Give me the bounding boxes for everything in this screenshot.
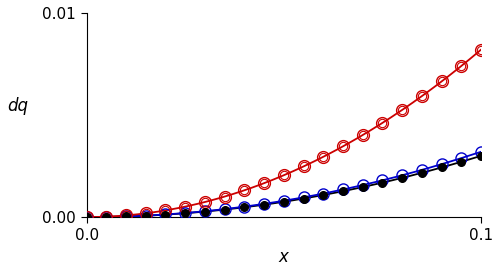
Y-axis label: dq: dq <box>7 97 28 115</box>
X-axis label: x: x <box>279 248 288 266</box>
